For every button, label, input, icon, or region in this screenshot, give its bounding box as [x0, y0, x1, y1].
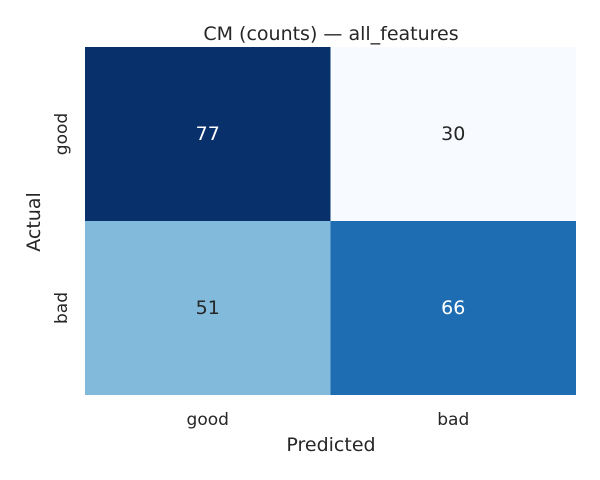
x-tick-label-bad: bad	[437, 410, 469, 430]
y-tick-labels: good bad	[52, 113, 72, 324]
cell-value-bad-good: 51	[196, 297, 220, 319]
cell-value-bad-bad: 66	[441, 297, 465, 319]
y-axis-label: Actual	[23, 192, 45, 252]
cell-value-good-bad: 30	[441, 123, 465, 145]
y-tick-label-bad: bad	[52, 292, 72, 324]
heatmap-cell-good-good	[85, 47, 331, 221]
x-tick-label-good: good	[187, 410, 229, 430]
x-tick-labels: good bad	[187, 410, 470, 430]
y-tick-label-good: good	[52, 113, 72, 155]
heatmap-cell-bad-bad	[330, 221, 576, 395]
x-axis-label: Predicted	[286, 434, 375, 456]
heatmap-cell-good-bad	[330, 47, 576, 221]
chart-title: CM (counts) — all_features	[203, 23, 458, 45]
cell-value-good-good: 77	[196, 123, 220, 145]
heatmap-cell-labels: 77 30 51 66	[196, 123, 466, 319]
heatmap-cell-bad-good	[85, 221, 331, 395]
heatmap-cells	[85, 47, 576, 395]
